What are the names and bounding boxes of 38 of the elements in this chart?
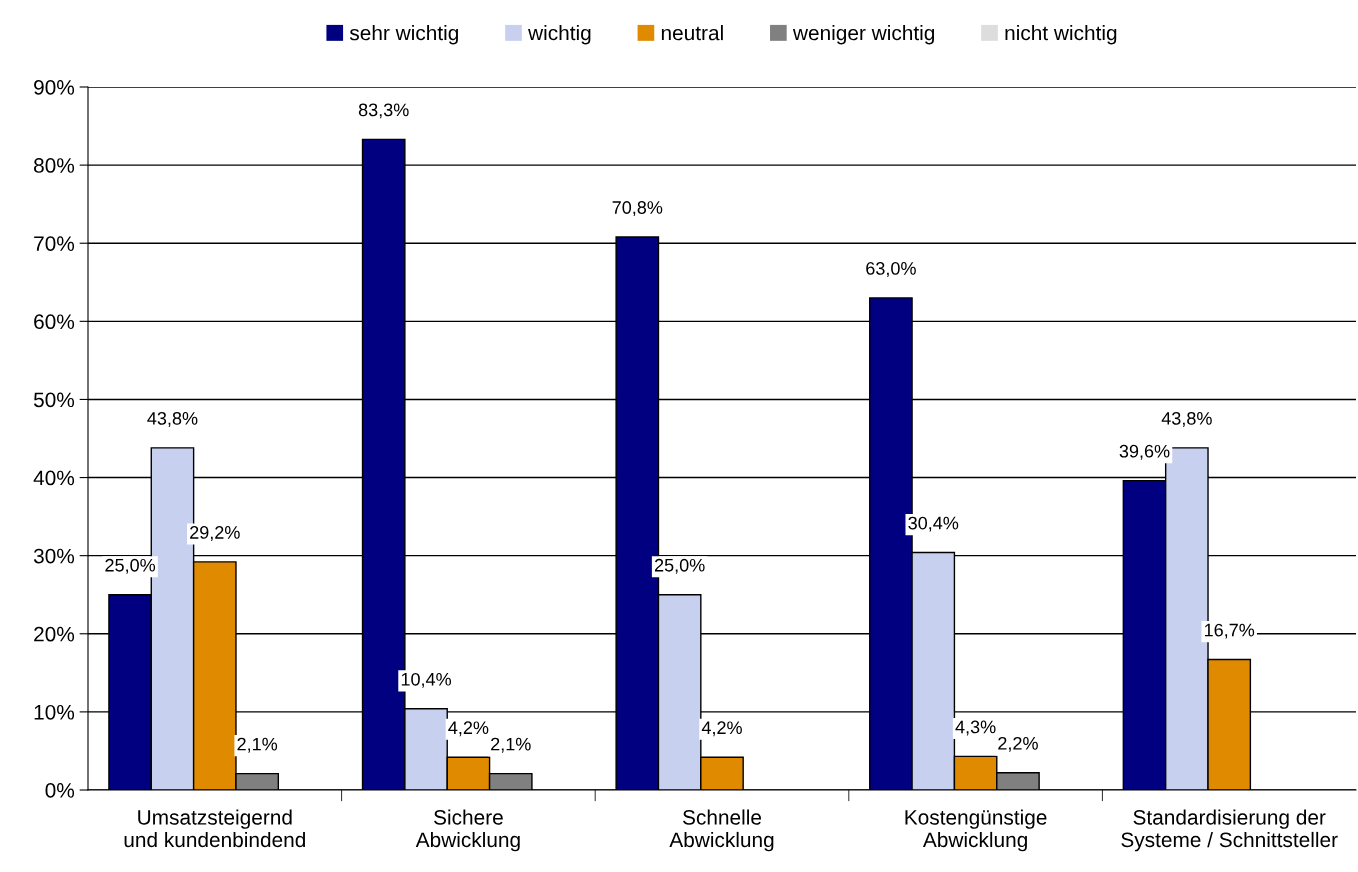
legend-label: wichtig: [528, 25, 591, 45]
x-tick-label: Standardisierung der Systeme / Schnittsteller: [1121, 809, 1338, 852]
x-tick-label: Kostengünstige Abwicklung: [905, 809, 1047, 852]
y-tick-label: 70%: [34, 236, 75, 251]
data-label: 83,3%: [358, 103, 409, 119]
data-label: 70,8%: [612, 201, 663, 217]
legend-label: weniger wichtig: [792, 25, 935, 45]
data-label: 2,2%: [998, 736, 1038, 752]
y-tick-label: 90%: [34, 80, 75, 95]
legend-label: sehr wichtig: [349, 25, 458, 45]
data-label: 10,4%: [401, 672, 452, 688]
data-label: 25,0%: [654, 558, 705, 574]
x-tick-label: Sichere Abwicklung: [415, 809, 520, 852]
y-tick-label: 40%: [33, 470, 75, 486]
data-label: 2,1%: [237, 737, 278, 753]
x-tick-label: Umsatzsteigernd und kundenbindend: [124, 809, 305, 848]
data-label: 63,0%: [866, 262, 916, 277]
data-label: 43,8%: [147, 411, 198, 427]
legend-label: neutral: [661, 25, 723, 41]
y-tick-label: 20%: [34, 626, 75, 642]
data-label: 29,2%: [190, 526, 240, 541]
legend-label: nicht wichtig: [1005, 25, 1117, 45]
data-label: 4,2%: [448, 721, 489, 737]
y-tick-label: 10%: [34, 704, 75, 720]
data-label: 4,3%: [955, 720, 996, 736]
data-label: 25,0%: [105, 558, 156, 574]
data-label: 43,8%: [1161, 411, 1212, 427]
y-tick-label: 0%: [45, 783, 75, 798]
y-tick-label: 80%: [34, 158, 75, 173]
data-label: 39,6%: [1119, 444, 1170, 460]
data-label: 2,1%: [491, 737, 531, 753]
y-tick-label: 50%: [33, 392, 75, 408]
data-label: 30,4%: [908, 516, 959, 532]
y-tick-label: 60%: [34, 314, 75, 330]
data-label: 4,2%: [701, 721, 742, 737]
data-label: 16,7%: [1204, 623, 1255, 639]
x-tick-label: Schnelle Abwicklung: [669, 809, 774, 852]
y-tick-label: 30%: [33, 548, 75, 564]
